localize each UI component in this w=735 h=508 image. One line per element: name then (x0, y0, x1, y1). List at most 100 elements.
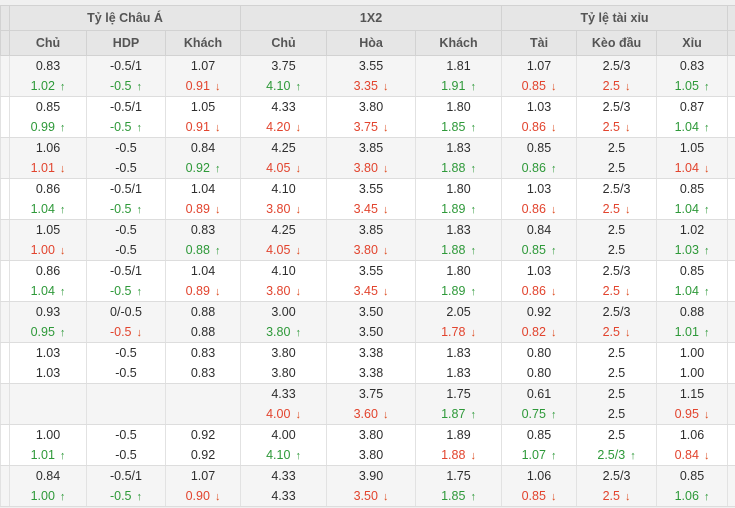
odds-value: 0.92 (185, 161, 210, 175)
odds-cell: 2.5/3 (576, 55, 658, 76)
odds-cell: 1.83 (415, 363, 503, 384)
odds-cell: 3.80 (326, 424, 417, 445)
header-right-edge (727, 30, 735, 56)
trend-down-icon: ↓ (550, 122, 557, 134)
odds-value: 2.5 (607, 407, 626, 421)
odds-cell: 0.91 ↓ (164, 76, 242, 97)
odds-value: 1.07 (190, 59, 216, 73)
odds-value: -0.5 (109, 284, 132, 298)
odds-cell: 2.5 ↓ (576, 486, 658, 507)
odds-value: 0.93 (35, 305, 61, 319)
odds-value: 0.91 (185, 120, 210, 134)
trend-up-icon: ↑ (550, 163, 557, 175)
row-right-edge (727, 424, 735, 445)
odds-cell: -0.5/1 (86, 178, 166, 199)
odds-cell: 2.5/3 (576, 301, 658, 322)
odds-cell: 1.07 ↑ (501, 445, 578, 466)
row-right-edge (727, 117, 735, 138)
odds-value: 3.80 (266, 325, 291, 339)
col-ou-over: Tài (501, 30, 578, 56)
odds-value: 0.88 (190, 305, 216, 319)
odds-value: 0.80 (526, 366, 552, 380)
odds-value: 3.80 (358, 428, 384, 442)
trend-down-icon: ↓ (295, 286, 301, 298)
odds-value: 2.5 (602, 325, 620, 339)
odds-cell: 3.45 ↓ (326, 199, 417, 220)
odds-value: 1.83 (446, 141, 471, 155)
trend-up-icon: ↑ (136, 286, 143, 298)
odds-cell: 0.86 ↓ (501, 281, 578, 302)
odds-cell: 1.03 (501, 178, 578, 199)
odds-cell: 0.88 (656, 301, 729, 322)
odds-value: -0.5 (115, 366, 137, 380)
odds-cell: 2.5/3 ↑ (576, 445, 658, 466)
odds-cell: 1.01 ↑ (9, 445, 87, 466)
trend-down-icon: ↓ (703, 409, 710, 421)
odds-value: 2.5/3 (602, 469, 631, 483)
odds-cell: 1.05 (656, 137, 729, 158)
odds-value: 3.38 (358, 366, 384, 380)
odds-value: 1.87 (441, 407, 466, 421)
odds-value: 0/-0.5 (110, 305, 142, 319)
odds-cell: 0.86 ↓ (501, 117, 578, 138)
odds-row: 4.33 3.75 1.75 0.61 2.5 1.15 (0, 383, 735, 404)
odds-value: 2.5 (607, 428, 626, 442)
odds-cell: 0.89 ↓ (164, 281, 242, 302)
trend-up-icon: ↑ (470, 81, 476, 93)
row-right-edge (727, 465, 735, 486)
trend-down-icon: ↓ (214, 81, 221, 93)
trend-up-icon: ↑ (470, 163, 476, 175)
header-right-edge (727, 5, 735, 31)
odds-value: 1.04 (30, 202, 55, 216)
odds-cell: 0.86 ↑ (501, 158, 578, 179)
odds-value: 0.85 (521, 79, 546, 93)
odds-value: 1.81 (446, 59, 471, 73)
odds-value: 1.05 (679, 141, 705, 155)
odds-value: 1.75 (446, 387, 471, 401)
trend-up-icon: ↑ (295, 327, 301, 339)
trend-down-icon: ↓ (624, 204, 631, 216)
trend-down-icon: ↓ (550, 81, 557, 93)
odds-cell: 1.04 ↑ (9, 199, 87, 220)
odds-value: 2.5/3 (602, 264, 631, 278)
odds-cell: 3.75 ↓ (326, 117, 417, 138)
odds-cell: 3.55 (326, 260, 417, 281)
row-right-edge (727, 445, 735, 466)
odds-value: 0.85 (679, 469, 705, 483)
odds-value: 0.87 (679, 100, 705, 114)
odds-value: 3.85 (358, 223, 384, 237)
odds-value: 3.45 (353, 202, 378, 216)
odds-value: 4.10 (271, 182, 296, 196)
trend-up-icon: ↑ (470, 204, 476, 216)
odds-value: -0.5 (115, 141, 137, 155)
row-left-edge (0, 158, 10, 179)
odds-value: -0.5 (109, 120, 132, 134)
odds-cell: 1.07 (501, 55, 578, 76)
odds-value: 3.75 (358, 387, 384, 401)
odds-cell: 2.5 (576, 219, 658, 240)
odds-cell: 0.87 (656, 96, 729, 117)
trend-down-icon: ↓ (382, 245, 389, 257)
trend-up-icon: ↑ (295, 450, 301, 462)
odds-cell: 3.45 ↓ (326, 281, 417, 302)
odds-cell: 3.50 (326, 301, 417, 322)
odds-cell (86, 383, 166, 404)
odds-cell: 0.85 (656, 260, 729, 281)
odds-cell: 4.10 (240, 260, 328, 281)
odds-cell: 0.85 ↑ (501, 240, 578, 261)
odds-cell: 2.5/3 (576, 260, 658, 281)
odds-row: 1.01 ↓ -0.5 0.92 ↑ 4.05 ↓ 3.80 ↓ 1.88 ↑ 0.86 ↑ 2.5 1.0… (0, 158, 735, 179)
odds-value: 1.04 (30, 284, 55, 298)
odds-value: 2.5/3 (597, 448, 626, 462)
odds-cell: 1.00 ↑ (9, 486, 87, 507)
odds-cell: 1.83 (415, 342, 503, 363)
row-right-edge (727, 158, 735, 179)
odds-value: 1.88 (441, 243, 466, 257)
odds-value: 3.35 (353, 79, 378, 93)
col-ou-under: Xỉu (656, 30, 729, 56)
odds-cell: 1.01 ↑ (656, 322, 729, 343)
odds-value: 1.85 (441, 120, 466, 134)
trend-down-icon: ↓ (59, 245, 66, 257)
odds-cell: 2.5 ↓ (576, 322, 658, 343)
row-right-edge (727, 96, 735, 117)
